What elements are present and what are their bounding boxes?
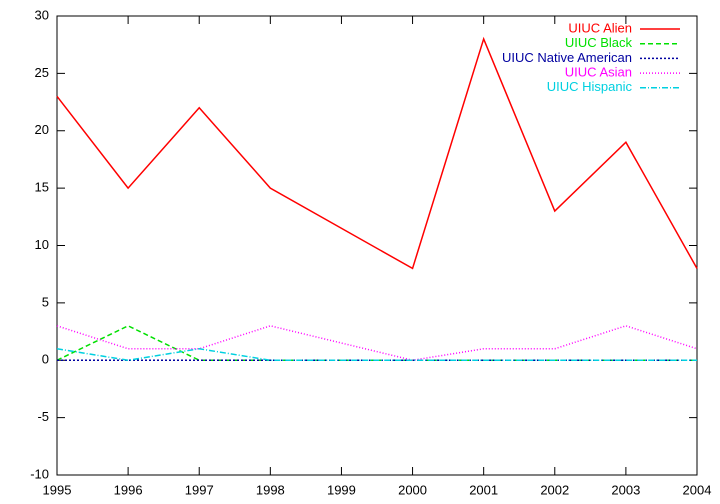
x-tick-label: 2001 [469, 482, 498, 497]
legend-label: UIUC Hispanic [547, 79, 633, 94]
x-tick-label: 2004 [683, 482, 712, 497]
x-tick-label: 1998 [256, 482, 285, 497]
x-tick-label: 2003 [611, 482, 640, 497]
x-tick-label: 1995 [43, 482, 72, 497]
x-tick-label: 2002 [540, 482, 569, 497]
x-tick-label: 1997 [185, 482, 214, 497]
legend-label: UIUC Native American [502, 50, 632, 65]
y-tick-label: 30 [35, 7, 49, 22]
y-tick-label: 15 [35, 180, 49, 195]
series-line [56, 324, 697, 361]
x-tick-label: 1999 [327, 482, 356, 497]
y-tick-label: 20 [35, 122, 49, 137]
y-tick-label: 0 [42, 352, 49, 367]
y-tick-label: 10 [35, 237, 49, 252]
series-line [56, 325, 698, 362]
legend-label: UIUC Asian [565, 65, 632, 80]
x-tick-label: 2000 [398, 482, 427, 497]
legend-label: UIUC Alien [568, 20, 632, 35]
y-tick-label: -5 [37, 409, 49, 424]
series-line [56, 36, 698, 270]
y-tick-label: 5 [42, 294, 49, 309]
series-line [56, 348, 697, 362]
x-tick-label: 1996 [114, 482, 143, 497]
y-tick-label: -10 [30, 466, 49, 481]
legend-label: UIUC Black [565, 35, 633, 50]
y-tick-label: 25 [35, 65, 49, 80]
